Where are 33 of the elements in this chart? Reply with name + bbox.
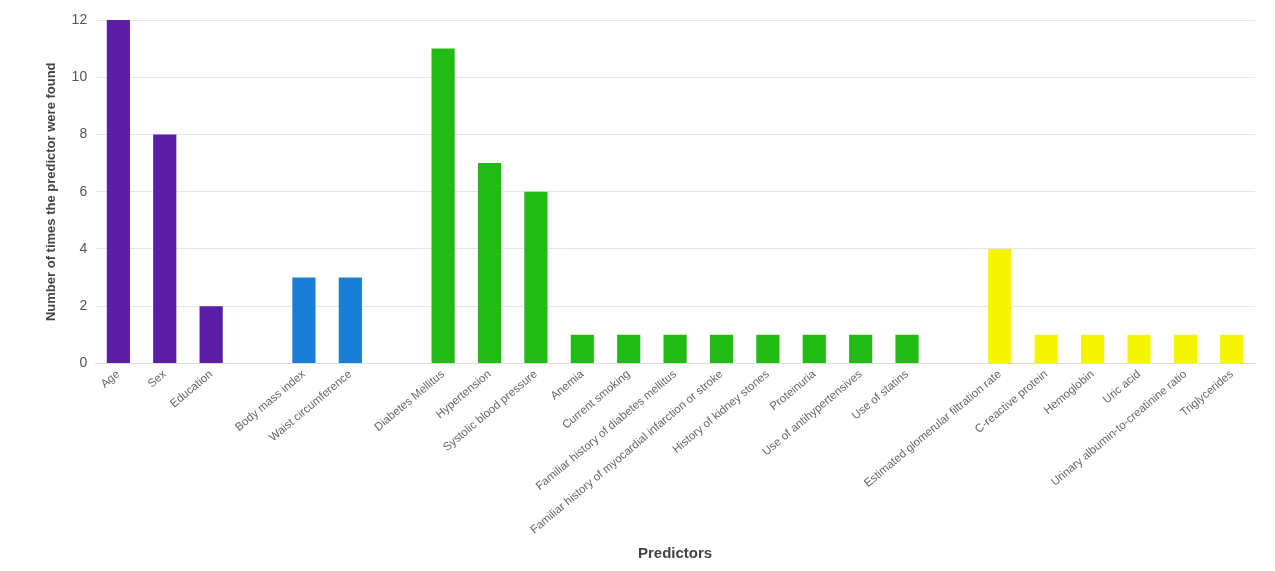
bar bbox=[199, 306, 223, 363]
bar bbox=[663, 334, 687, 363]
bar bbox=[106, 20, 130, 363]
bar bbox=[338, 277, 362, 363]
bar bbox=[153, 134, 177, 363]
y-axis-title: Number of times the predictor were found bbox=[43, 62, 59, 322]
bar bbox=[895, 334, 919, 363]
bar bbox=[709, 334, 734, 363]
y-tick-label: 8 bbox=[79, 125, 88, 142]
bar bbox=[849, 334, 873, 363]
y-tick-label: 4 bbox=[79, 239, 88, 256]
y-tick-label: 6 bbox=[79, 182, 88, 199]
bar bbox=[1081, 334, 1105, 363]
bar bbox=[570, 334, 594, 363]
bar bbox=[1220, 334, 1244, 363]
bar bbox=[477, 163, 502, 363]
bar bbox=[431, 48, 455, 363]
y-tick-label: 12 bbox=[71, 10, 88, 27]
x-axis-title: Predictors bbox=[637, 544, 713, 562]
bar bbox=[756, 334, 780, 363]
bar bbox=[617, 334, 641, 363]
bar bbox=[988, 248, 1012, 363]
y-tick-label: 2 bbox=[79, 297, 88, 314]
x-tick-label: Sex bbox=[145, 367, 169, 390]
bar bbox=[1173, 334, 1198, 363]
y-tick-label: 0 bbox=[79, 354, 88, 371]
x-tick-label: Age bbox=[98, 367, 122, 390]
bar bbox=[802, 334, 826, 363]
bar bbox=[1127, 334, 1151, 363]
bar bbox=[524, 191, 548, 363]
bar bbox=[1034, 334, 1058, 363]
bar bbox=[292, 277, 316, 363]
y-tick-label: 10 bbox=[71, 68, 88, 85]
